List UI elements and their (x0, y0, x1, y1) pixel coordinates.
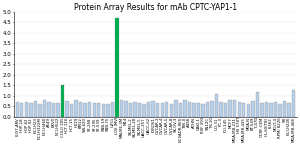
Bar (124, 101, 128, 117)
Bar (178, 103, 182, 117)
Bar (52, 103, 55, 117)
Bar (97, 103, 100, 117)
Bar (292, 90, 295, 117)
Bar (274, 102, 277, 117)
Bar (111, 102, 114, 117)
Bar (183, 100, 187, 117)
Bar (283, 101, 286, 117)
Bar (79, 102, 83, 117)
Bar (197, 103, 200, 117)
Bar (210, 101, 214, 117)
Bar (115, 18, 118, 117)
Bar (247, 104, 250, 117)
Bar (106, 104, 109, 117)
Bar (34, 101, 37, 117)
Bar (38, 104, 42, 117)
Bar (56, 103, 60, 117)
Bar (25, 102, 28, 117)
Bar (278, 104, 282, 117)
Bar (287, 103, 291, 117)
Bar (256, 92, 259, 117)
Bar (251, 101, 254, 117)
Bar (129, 103, 132, 117)
Bar (174, 100, 178, 117)
Bar (201, 104, 205, 117)
Title: Protein Array Results for mAb CPTC-YAP1-1: Protein Array Results for mAb CPTC-YAP1-… (74, 3, 237, 12)
Bar (242, 103, 245, 117)
Bar (20, 103, 23, 117)
Bar (260, 103, 264, 117)
Bar (192, 103, 196, 117)
Bar (102, 104, 105, 117)
Bar (229, 100, 232, 117)
Bar (74, 100, 78, 117)
Bar (65, 101, 69, 117)
Bar (160, 103, 164, 117)
Bar (70, 104, 73, 117)
Bar (224, 103, 227, 117)
Bar (152, 101, 155, 117)
Bar (233, 100, 236, 117)
Bar (219, 102, 223, 117)
Bar (147, 102, 150, 117)
Bar (238, 102, 241, 117)
Bar (16, 102, 19, 117)
Bar (83, 103, 87, 117)
Bar (138, 103, 141, 117)
Bar (206, 102, 209, 117)
Bar (265, 102, 268, 117)
Bar (165, 102, 168, 117)
Bar (142, 104, 146, 117)
Bar (61, 85, 64, 117)
Bar (47, 102, 51, 117)
Bar (133, 102, 137, 117)
Bar (188, 102, 191, 117)
Bar (215, 94, 218, 117)
Bar (269, 103, 273, 117)
Bar (93, 103, 96, 117)
Bar (43, 100, 46, 117)
Bar (120, 100, 123, 117)
Bar (156, 103, 159, 117)
Bar (169, 104, 173, 117)
Bar (29, 103, 32, 117)
Bar (88, 102, 92, 117)
